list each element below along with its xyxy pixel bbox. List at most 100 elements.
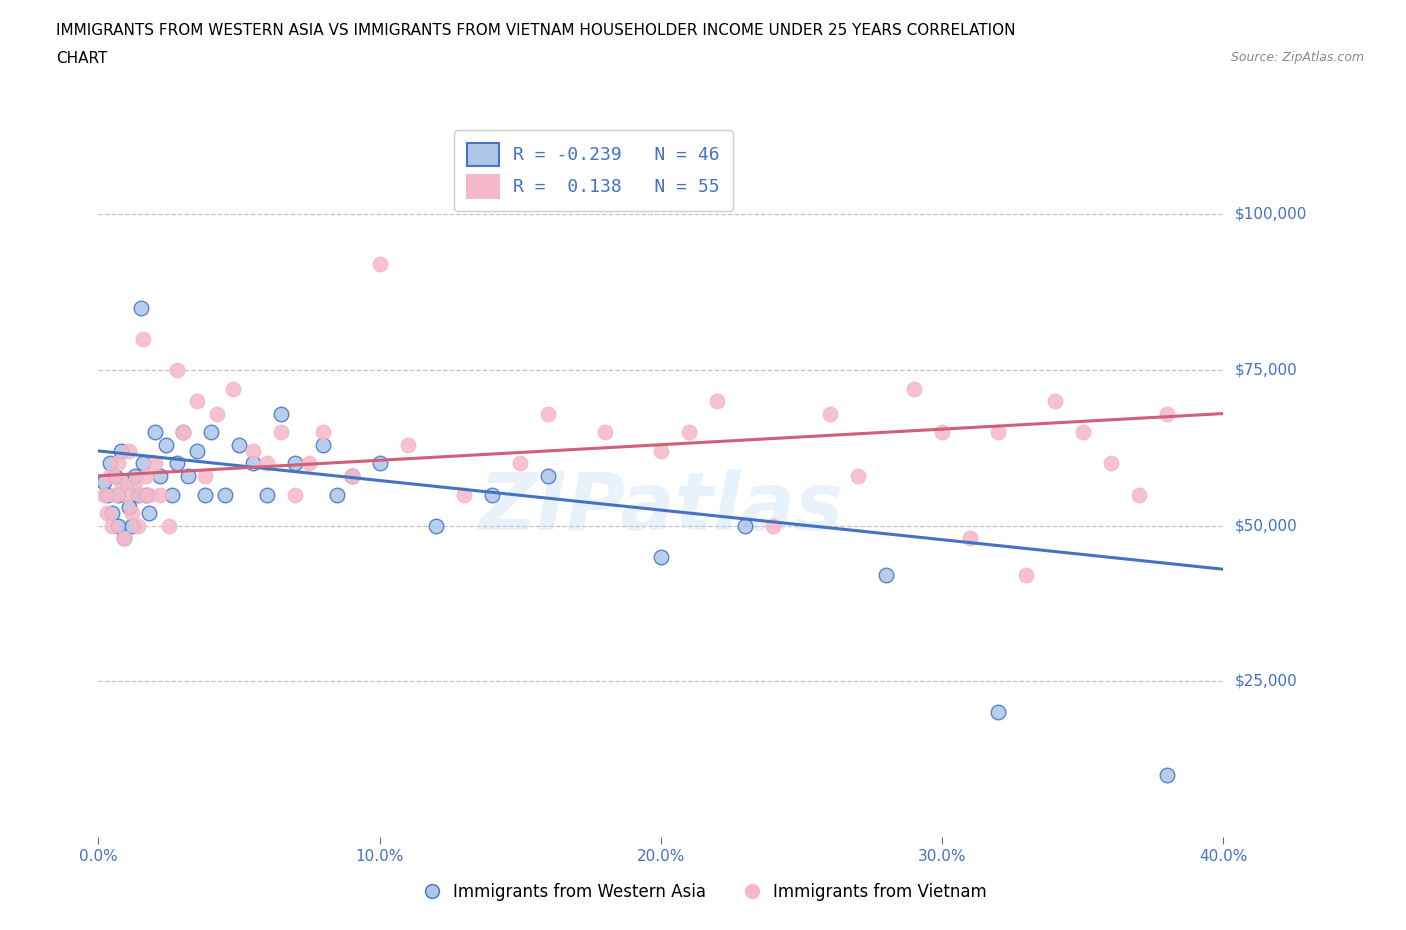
Point (256, 456, 278, 471)
Point (172, 425, 194, 440)
Text: IMMIGRANTS FROM WESTERN ASIA VS IMMIGRANTS FROM VIETNAM HOUSEHOLDER INCOME UNDER: IMMIGRANTS FROM WESTERN ASIA VS IMMIGRAN… (56, 23, 1015, 38)
Point (104, 469, 127, 484)
Point (706, 393, 728, 408)
Point (157, 518, 180, 533)
Point (186, 393, 208, 408)
Point (650, 444, 672, 458)
Point (396, 437, 419, 452)
Point (194, 487, 217, 502)
Point (101, 506, 124, 521)
Point (368, 456, 391, 471)
Point (143, 425, 166, 440)
Point (214, 487, 236, 502)
Point (270, 425, 292, 440)
Point (172, 425, 194, 440)
Point (112, 531, 135, 546)
Point (284, 456, 307, 471)
Point (222, 381, 245, 396)
Point (155, 437, 177, 452)
Point (537, 469, 560, 484)
Point (149, 469, 172, 484)
Point (368, 257, 391, 272)
Point (149, 487, 172, 502)
Point (166, 456, 188, 471)
Point (509, 456, 531, 471)
Point (96, 487, 118, 502)
Text: $100,000: $100,000 (1234, 206, 1306, 221)
Point (298, 456, 321, 471)
Point (186, 444, 208, 458)
Point (115, 487, 138, 502)
Point (453, 487, 475, 502)
Point (270, 406, 292, 421)
Point (205, 406, 228, 421)
Point (284, 487, 307, 502)
Point (326, 487, 349, 502)
Point (734, 518, 756, 533)
Point (194, 469, 217, 484)
Point (481, 487, 503, 502)
Legend: Immigrants from Western Asia, Immigrants from Vietnam: Immigrants from Western Asia, Immigrants… (413, 876, 993, 908)
Point (875, 568, 897, 583)
Point (818, 406, 841, 421)
Point (177, 469, 200, 484)
Text: $25,000: $25,000 (1234, 674, 1298, 689)
Point (129, 487, 152, 502)
Point (425, 518, 447, 533)
Point (340, 469, 363, 484)
Point (242, 456, 264, 471)
Point (96, 506, 118, 521)
Point (312, 425, 335, 440)
Point (121, 506, 143, 521)
Point (1099, 456, 1122, 471)
Point (846, 469, 869, 484)
Point (987, 425, 1010, 440)
Point (593, 425, 616, 440)
Point (138, 487, 160, 502)
Point (762, 518, 785, 533)
Point (959, 531, 981, 546)
Point (93, 474, 115, 489)
Point (115, 474, 138, 489)
Point (903, 381, 925, 396)
Point (650, 550, 672, 565)
Text: $50,000: $50,000 (1234, 518, 1298, 533)
Point (124, 474, 146, 489)
Text: $75,000: $75,000 (1234, 363, 1298, 378)
Point (1156, 406, 1178, 421)
Point (1071, 425, 1094, 440)
Point (101, 518, 124, 533)
Point (135, 469, 157, 484)
Point (104, 487, 127, 502)
Point (1156, 767, 1178, 782)
Point (127, 487, 149, 502)
Point (228, 437, 250, 452)
Point (107, 456, 129, 471)
Point (98, 456, 121, 471)
Point (931, 425, 953, 440)
Point (132, 456, 155, 471)
Point (110, 444, 132, 458)
Point (160, 487, 183, 502)
Point (138, 506, 160, 521)
Point (118, 499, 141, 514)
Point (166, 363, 188, 378)
Point (107, 518, 129, 533)
Legend: R = -0.239   N = 46, R =  0.138   N = 55: R = -0.239 N = 46, R = 0.138 N = 55 (454, 130, 733, 210)
Point (124, 469, 146, 484)
Point (987, 705, 1010, 720)
Point (256, 487, 278, 502)
Text: ZIPatlas: ZIPatlas (478, 469, 844, 547)
Text: Source: ZipAtlas.com: Source: ZipAtlas.com (1230, 51, 1364, 64)
Point (112, 531, 135, 546)
Point (135, 487, 157, 502)
Point (132, 331, 155, 346)
Point (143, 456, 166, 471)
Point (127, 518, 149, 533)
Point (98, 469, 121, 484)
Point (1043, 393, 1066, 408)
Point (107, 487, 129, 502)
Point (121, 518, 143, 533)
Point (1128, 487, 1150, 502)
Point (678, 425, 700, 440)
